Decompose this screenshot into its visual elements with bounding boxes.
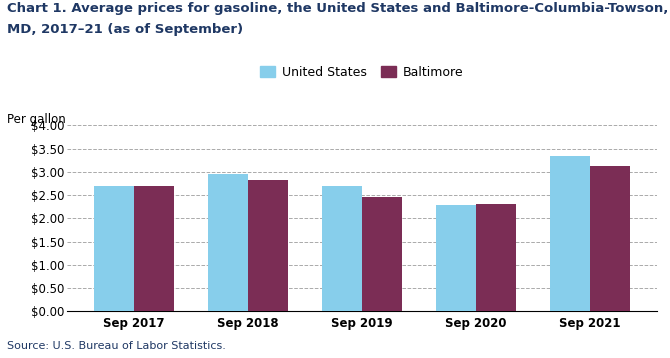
Bar: [550, 155, 590, 311]
Bar: [590, 166, 630, 311]
Bar: [436, 205, 476, 311]
Text: Source: U.S. Bureau of Labor Statistics.: Source: U.S. Bureau of Labor Statistics.: [7, 341, 226, 351]
Bar: [322, 186, 362, 311]
Text: Per gallon: Per gallon: [7, 113, 66, 126]
Bar: [134, 186, 174, 311]
Legend: United States, Baltimore: United States, Baltimore: [255, 61, 468, 84]
Bar: [94, 186, 134, 311]
Text: MD, 2017–21 (as of September): MD, 2017–21 (as of September): [7, 23, 243, 36]
Bar: [476, 204, 516, 311]
Text: Chart 1. Average prices for gasoline, the United States and Baltimore-Columbia-T: Chart 1. Average prices for gasoline, th…: [7, 2, 668, 15]
Bar: [362, 197, 402, 311]
Bar: [248, 180, 287, 311]
Bar: [208, 174, 248, 311]
